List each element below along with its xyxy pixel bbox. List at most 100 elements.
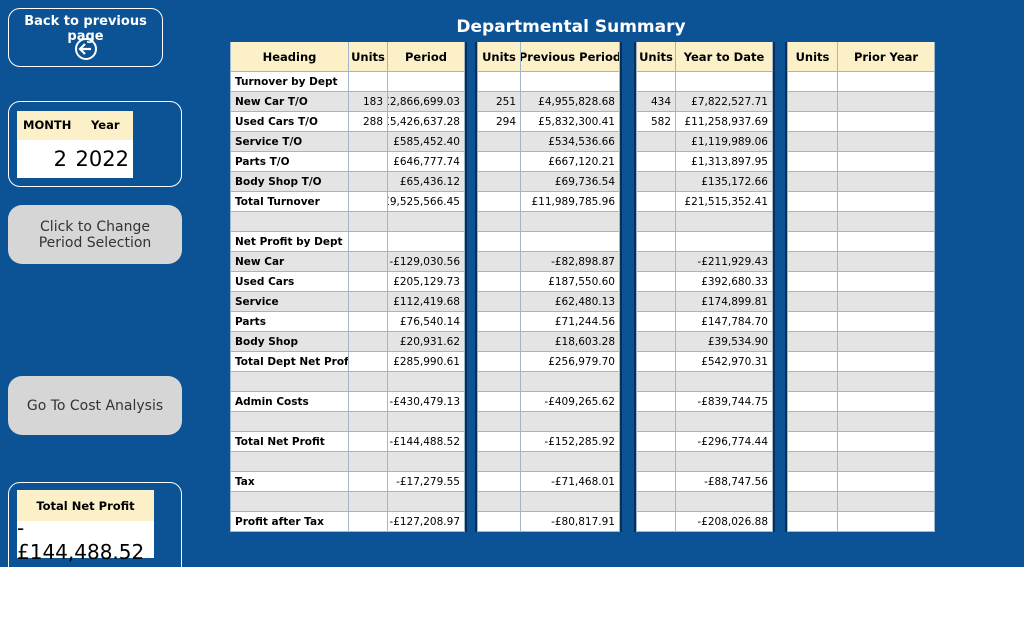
table-cell: 434: [636, 92, 676, 112]
table-cell: [477, 412, 521, 432]
button-label: Click to Change Period Selection: [38, 218, 152, 251]
table-cell: [349, 212, 388, 232]
table-cell: -£127,208.97: [388, 512, 465, 532]
table-cell: [349, 192, 388, 212]
table-cell: [838, 432, 935, 452]
row-label: Service: [230, 292, 349, 312]
column-header: Heading: [230, 42, 349, 72]
table-cell: -£430,479.13: [388, 392, 465, 412]
table-cell: -£144,488.52: [388, 432, 465, 452]
table-cell: [838, 112, 935, 132]
period-header: MONTH Year: [17, 111, 133, 140]
table-cell: [838, 492, 935, 512]
table-cell: £76,540.14: [388, 312, 465, 332]
table-cell: [349, 412, 388, 432]
table-cell: [477, 292, 521, 312]
table-cell: [349, 512, 388, 532]
row-label: [230, 412, 349, 432]
table-cell: [349, 252, 388, 272]
table-cell: [349, 132, 388, 152]
table-cell: [477, 132, 521, 152]
back-button[interactable]: Back to previous page: [8, 8, 163, 67]
table-cell: -£211,929.43: [676, 252, 773, 272]
table-cell: [636, 332, 676, 352]
back-icon: [75, 38, 97, 60]
back-label: Back to previous page: [24, 14, 147, 44]
row-label: Net Profit by Dept: [230, 232, 349, 252]
table-cell: -£17,279.55: [388, 472, 465, 492]
table-cell: [838, 292, 935, 312]
table-cell: [477, 172, 521, 192]
table-cell: [636, 132, 676, 152]
table-cell: [349, 452, 388, 472]
table-cell: £71,244.56: [521, 312, 620, 332]
row-label: [230, 212, 349, 232]
row-label: [230, 492, 349, 512]
table-cell: [838, 72, 935, 92]
year-header: Year: [91, 118, 120, 132]
table-cell: [349, 272, 388, 292]
table-cell: [787, 332, 838, 352]
row-label: [230, 372, 349, 392]
table-cell: -£296,774.44: [676, 432, 773, 452]
table-cell: [388, 452, 465, 472]
table-cell: [838, 372, 935, 392]
table-cell: [676, 212, 773, 232]
table-cell: [838, 332, 935, 352]
table-cell: [388, 372, 465, 392]
row-label: Body Shop: [230, 332, 349, 352]
month-header: MONTH: [23, 118, 72, 132]
month-value: 2: [53, 147, 67, 171]
column-header: Previous Period: [521, 42, 620, 72]
table-cell: £542,970.31: [676, 352, 773, 372]
table-cell: [787, 452, 838, 472]
change-period-button[interactable]: Click to Change Period Selection: [8, 205, 182, 264]
table-cell: [636, 152, 676, 172]
column-header: Units: [477, 42, 521, 72]
table-cell: [787, 492, 838, 512]
table-cell: [676, 232, 773, 252]
table-cell: [636, 472, 676, 492]
table-cell: £65,436.12: [388, 172, 465, 192]
table-cell: [787, 512, 838, 532]
table-cell: £1,119,989.06: [676, 132, 773, 152]
table-cell: [477, 432, 521, 452]
group-separator: [773, 42, 787, 532]
table-cell: 183: [349, 92, 388, 112]
table-cell: £18,603.28: [521, 332, 620, 352]
table-cell: [838, 392, 935, 412]
table-cell: £392,680.33: [676, 272, 773, 292]
table-cell: -£80,817.91: [521, 512, 620, 532]
table-cell: £11,989,785.96: [521, 192, 620, 212]
table-cell: [388, 412, 465, 432]
table-cell: [636, 452, 676, 472]
table-cell: [477, 232, 521, 252]
table-cell: £667,120.21: [521, 152, 620, 172]
kpi-title: Total Net Profit: [17, 490, 154, 521]
table-cell: -£839,744.75: [676, 392, 773, 412]
table-cell: [477, 452, 521, 472]
table-cell: [349, 472, 388, 492]
table-cell: [349, 72, 388, 92]
cost-analysis-button[interactable]: Go To Cost Analysis: [8, 376, 182, 435]
table-cell: [676, 72, 773, 92]
table-cell: [838, 412, 935, 432]
table-cell: [676, 492, 773, 512]
table-cell: -£88,747.56: [676, 472, 773, 492]
table-cell: 251: [477, 92, 521, 112]
table-cell: [388, 492, 465, 512]
table-cell: [349, 152, 388, 172]
table-cell: [521, 72, 620, 92]
table-cell: [477, 372, 521, 392]
table-cell: £112,419.68: [388, 292, 465, 312]
table-cell: [838, 472, 935, 492]
table-cell: [349, 312, 388, 332]
table-cell: [838, 512, 935, 532]
table-cell: [477, 332, 521, 352]
table-cell: [477, 72, 521, 92]
row-label: New Car T/O: [230, 92, 349, 112]
table-cell: -£152,285.92: [521, 432, 620, 452]
table-cell: 288: [349, 112, 388, 132]
kpi-value: -£144,488.52: [17, 516, 154, 564]
table-title: Departmental Summary: [456, 17, 686, 37]
